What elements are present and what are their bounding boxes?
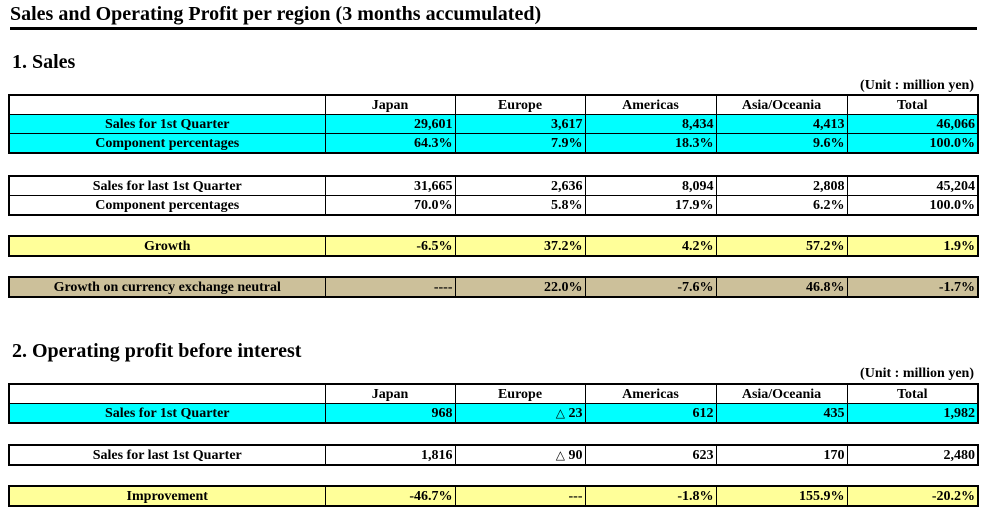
americas-value: 17.9% [585, 196, 716, 216]
col-americas: Americas [585, 95, 716, 115]
asia-oceania-value: 155.9% [716, 486, 847, 506]
asia-oceania-value: 6.2% [716, 196, 847, 216]
europe-value: 5.8% [455, 196, 585, 216]
europe-value: 37.2% [455, 236, 585, 256]
profit-unit-label: (Unit : million yen) [774, 366, 974, 382]
americas-value: 8,434 [585, 115, 716, 134]
row-label: Component percentages [9, 196, 325, 216]
row-label: Sales for last 1st Quarter [9, 176, 325, 196]
sales-section-title: 1. Sales [12, 50, 75, 74]
americas-value: -1.8% [585, 486, 716, 506]
negative-triangle-icon: △ [556, 406, 565, 420]
profit-header-row: Japan Europe Americas Asia/Oceania Total [9, 384, 978, 404]
col-total: Total [847, 384, 978, 404]
col-total: Total [847, 95, 978, 115]
europe-amount: 23 [569, 406, 583, 421]
total-value: 45,204 [847, 176, 978, 196]
total-value: 1.9% [847, 236, 978, 256]
header-blank-cell [9, 95, 325, 115]
asia-oceania-value: 2,808 [716, 176, 847, 196]
row-label: Growth on currency exchange neutral [9, 277, 325, 297]
total-value: -20.2% [847, 486, 978, 506]
japan-value: -6.5% [325, 236, 455, 256]
japan-value: 31,665 [325, 176, 455, 196]
col-japan: Japan [325, 384, 455, 404]
sales-current-pct-row: Component percentages 64.3% 7.9% 18.3% 9… [9, 134, 978, 154]
sales-neutral-row: Growth on currency exchange neutral ----… [9, 277, 978, 297]
profit-current-table: Japan Europe Americas Asia/Oceania Total… [8, 383, 979, 424]
col-europe: Europe [455, 95, 585, 115]
europe-value: --- [455, 486, 585, 506]
header-blank-cell [9, 384, 325, 404]
europe-value: 3,617 [455, 115, 585, 134]
sales-current-row: Sales for 1st Quarter 29,601 3,617 8,434… [9, 115, 978, 134]
sales-last-pct-row: Component percentages 70.0% 5.8% 17.9% 6… [9, 196, 978, 216]
asia-oceania-value: 57.2% [716, 236, 847, 256]
europe-value: 22.0% [455, 277, 585, 297]
europe-value: 7.9% [455, 134, 585, 154]
sales-header-row: Japan Europe Americas Asia/Oceania Total [9, 95, 978, 115]
profit-improvement-row: Improvement -46.7% --- -1.8% 155.9% -20.… [9, 486, 978, 506]
europe-value: △ 23 [455, 404, 585, 424]
japan-value: 29,601 [325, 115, 455, 134]
total-value: -1.7% [847, 277, 978, 297]
asia-oceania-value: 170 [716, 445, 847, 465]
col-japan: Japan [325, 95, 455, 115]
japan-value: 968 [325, 404, 455, 424]
sales-last-table: Sales for last 1st Quarter 31,665 2,636 … [8, 175, 979, 216]
japan-value: 70.0% [325, 196, 455, 216]
row-label: Sales for 1st Quarter [9, 115, 325, 134]
profit-last-table: Sales for last 1st Quarter 1,816 △ 90 62… [8, 444, 979, 466]
europe-value: △ 90 [455, 445, 585, 465]
europe-amount: 90 [569, 448, 583, 463]
total-value: 46,066 [847, 115, 978, 134]
americas-value: 612 [585, 404, 716, 424]
profit-section-title: 2. Operating profit before interest [12, 339, 301, 363]
americas-value: 623 [585, 445, 716, 465]
americas-value: 4.2% [585, 236, 716, 256]
col-asia-oceania: Asia/Oceania [716, 95, 847, 115]
row-label: Growth [9, 236, 325, 256]
sales-last-row: Sales for last 1st Quarter 31,665 2,636 … [9, 176, 978, 196]
col-europe: Europe [455, 384, 585, 404]
americas-value: 18.3% [585, 134, 716, 154]
asia-oceania-value: 435 [716, 404, 847, 424]
row-label: Sales for last 1st Quarter [9, 445, 325, 465]
col-asia-oceania: Asia/Oceania [716, 384, 847, 404]
japan-value: 1,816 [325, 445, 455, 465]
asia-oceania-value: 9.6% [716, 134, 847, 154]
row-label: Improvement [9, 486, 325, 506]
asia-oceania-value: 4,413 [716, 115, 847, 134]
total-value: 100.0% [847, 134, 978, 154]
japan-value: -46.7% [325, 486, 455, 506]
sales-current-table: Japan Europe Americas Asia/Oceania Total… [8, 94, 979, 154]
total-value: 100.0% [847, 196, 978, 216]
row-label: Sales for 1st Quarter [9, 404, 325, 424]
americas-value: -7.6% [585, 277, 716, 297]
profit-improvement-table: Improvement -46.7% --- -1.8% 155.9% -20.… [8, 485, 979, 507]
sales-unit-label: (Unit : million yen) [774, 78, 974, 94]
total-value: 2,480 [847, 445, 978, 465]
col-americas: Americas [585, 384, 716, 404]
americas-value: 8,094 [585, 176, 716, 196]
sales-growth-row: Growth -6.5% 37.2% 4.2% 57.2% 1.9% [9, 236, 978, 256]
row-label: Component percentages [9, 134, 325, 154]
japan-value: ---- [325, 277, 455, 297]
profit-current-row: Sales for 1st Quarter 968 △ 23 612 435 1… [9, 404, 978, 424]
europe-value: 2,636 [455, 176, 585, 196]
asia-oceania-value: 46.8% [716, 277, 847, 297]
sales-growth-table: Growth -6.5% 37.2% 4.2% 57.2% 1.9% [8, 235, 979, 257]
page-title: Sales and Operating Profit per region (3… [10, 2, 977, 30]
negative-triangle-icon: △ [556, 448, 565, 462]
japan-value: 64.3% [325, 134, 455, 154]
total-value: 1,982 [847, 404, 978, 424]
profit-last-row: Sales for last 1st Quarter 1,816 △ 90 62… [9, 445, 978, 465]
sales-neutral-table: Growth on currency exchange neutral ----… [8, 276, 979, 298]
